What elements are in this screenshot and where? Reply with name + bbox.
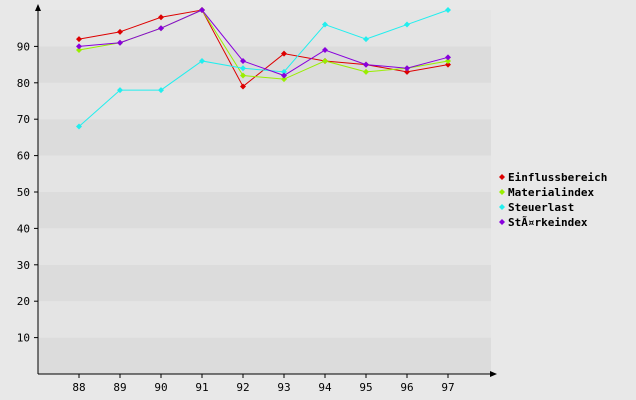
- legend-marker: [499, 204, 505, 210]
- y-tick-label: 40: [17, 222, 30, 235]
- x-tick-label: 93: [277, 381, 290, 394]
- series-2: [76, 7, 451, 130]
- data-point: [363, 36, 369, 43]
- data-point: [117, 28, 123, 35]
- x-tick-label: 94: [318, 381, 332, 394]
- plot-background-bands: [38, 10, 491, 374]
- grid-band: [38, 192, 491, 229]
- series-line: [78, 9, 449, 77]
- legend-label: StÃ¤rkeindex: [508, 216, 588, 229]
- y-tick-label: 10: [17, 332, 30, 345]
- grid-band: [38, 119, 491, 156]
- x-tick-label: 96: [400, 381, 413, 394]
- data-point: [322, 47, 328, 54]
- data-point: [76, 36, 82, 43]
- x-axis-arrow: [490, 371, 497, 377]
- y-axis-arrow: [35, 4, 41, 11]
- y-tick-label: 50: [17, 186, 30, 199]
- series-3: [76, 7, 451, 79]
- data-point: [445, 54, 451, 61]
- data-point: [445, 57, 451, 64]
- data-point: [404, 21, 410, 28]
- data-point: [158, 87, 164, 94]
- x-tick-label: 89: [113, 381, 126, 394]
- grid-band: [38, 301, 491, 338]
- grid-band: [38, 10, 491, 47]
- grid-band: [38, 82, 491, 120]
- y-tick-label: 60: [17, 150, 30, 163]
- data-point: [363, 61, 369, 68]
- grid-band: [38, 264, 491, 302]
- data-point: [404, 68, 410, 75]
- data-point: [199, 7, 205, 13]
- y-tick-label: 20: [17, 295, 30, 308]
- data-point: [281, 76, 287, 83]
- data-point: [281, 72, 287, 79]
- series-line: [78, 9, 449, 127]
- data-point: [76, 43, 82, 50]
- data-point: [445, 61, 451, 68]
- y-tick-label: 90: [17, 40, 30, 53]
- legend: Einflussbereich Materialindex Steuerlast St…: [499, 171, 607, 229]
- data-point: [76, 123, 82, 130]
- x-tick-label: 92: [236, 381, 249, 394]
- data-point: [240, 57, 246, 64]
- legend-label: Materialindex: [508, 186, 594, 199]
- data-point: [322, 57, 328, 64]
- x-tick-label: 88: [72, 381, 85, 394]
- y-tick-label: 30: [17, 259, 30, 272]
- axes: [35, 4, 497, 377]
- grid-band: [38, 228, 491, 265]
- data-point: [158, 14, 164, 21]
- series-layer: [76, 7, 451, 130]
- data-point: [445, 7, 451, 13]
- legend-marker: [499, 189, 505, 195]
- data-point: [117, 87, 123, 94]
- y-axis-ticks: 10 20 30 40 50 60 70 80 90: [17, 40, 38, 345]
- x-tick-label: 90: [154, 381, 167, 394]
- x-tick-label: 95: [359, 381, 372, 394]
- data-point: [76, 47, 82, 54]
- data-point: [281, 50, 287, 57]
- legend-marker: [499, 174, 505, 180]
- x-axis-ticks: 88 89 90 91 92 93 94 95 96 97: [72, 374, 455, 394]
- legend-marker: [499, 219, 505, 225]
- grid-band: [38, 46, 491, 83]
- data-point: [281, 68, 287, 75]
- data-point: [199, 57, 205, 64]
- data-point: [240, 65, 246, 72]
- data-point: [158, 25, 164, 32]
- data-point: [240, 83, 246, 90]
- x-tick-label: 97: [441, 381, 454, 394]
- data-point: [240, 72, 246, 79]
- legend-label: Steuerlast: [508, 201, 574, 214]
- data-point: [117, 39, 123, 46]
- y-tick-label: 80: [17, 77, 30, 90]
- grid-band: [38, 337, 491, 374]
- x-tick-label: 91: [195, 381, 208, 394]
- data-point: [404, 65, 410, 72]
- legend-label: Einflussbereich: [508, 171, 607, 184]
- y-tick-label: 70: [17, 113, 30, 126]
- data-point: [322, 21, 328, 28]
- grid-band: [38, 155, 491, 192]
- data-point: [363, 68, 369, 75]
